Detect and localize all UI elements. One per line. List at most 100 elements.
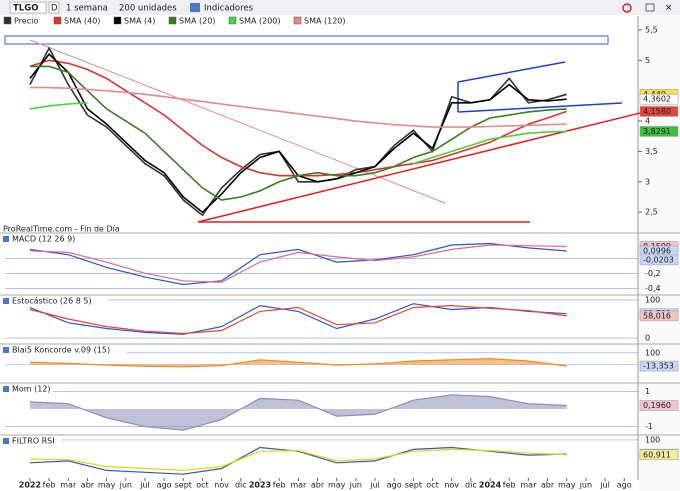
x-tick-label: mar — [60, 481, 77, 490]
close-icon[interactable]: ✕ — [665, 4, 672, 14]
x-tick-label: may — [328, 481, 346, 490]
x-tick-label: abr — [81, 481, 95, 490]
legend-swatch — [3, 16, 12, 25]
indicators[interactable]: Indicadores — [204, 4, 254, 14]
panel-title: Estocástico (26 8 5) — [12, 297, 92, 306]
symbol[interactable]: TLGO — [13, 4, 38, 14]
legend-swatch — [53, 16, 62, 25]
price-tag — [639, 400, 679, 411]
price-tag — [639, 254, 679, 266]
type-button[interactable]: D — [51, 4, 58, 14]
x-tick-label: 2024 — [479, 481, 502, 490]
price-tag-label: 4,1580 — [643, 107, 671, 116]
box-drawing — [4, 35, 609, 45]
channel-line — [457, 61, 566, 83]
x-tick-label: feb — [273, 481, 286, 490]
legend-swatch — [228, 16, 237, 25]
panel-title: FILTRO RSI — [12, 437, 55, 446]
x-tick-label: 2023 — [249, 481, 271, 490]
price-tag-label: -13,353 — [643, 362, 674, 371]
price-tag-label: 3,8291 — [643, 127, 671, 136]
x-tick-label: oct — [426, 481, 438, 490]
panel-icon — [3, 438, 9, 444]
x-tick-label: jun — [119, 481, 132, 490]
series-line — [29, 358, 567, 368]
drawings — [4, 35, 641, 223]
x-tick-label: jun — [579, 481, 592, 490]
panel-title: Mom (12) — [12, 385, 51, 394]
price-tag-label: 60,911 — [643, 450, 671, 459]
series-line — [29, 244, 567, 283]
panel-title-bg — [2, 345, 127, 355]
x-tick-label: ago — [157, 481, 172, 490]
legend-label: SMA (4) — [124, 17, 155, 26]
x-tick-label: dic — [235, 481, 247, 490]
series-line — [29, 394, 567, 431]
x-tick-label: dic — [465, 481, 477, 490]
y-tick-label: 100 — [645, 435, 660, 444]
period[interactable]: 1 semana — [66, 4, 108, 14]
toolbar: TLGO D 1 semana 200 unidades Indicadores… — [0, 0, 680, 15]
x-tick-label: mar — [290, 481, 307, 490]
price-tag — [639, 126, 679, 137]
panel-title-bg — [2, 234, 81, 244]
x-tick-label: jul — [599, 481, 610, 490]
panel-title-bg — [2, 384, 53, 394]
price-tag-label: 58,016 — [643, 311, 671, 320]
x-tick-label: jul — [139, 481, 150, 490]
indicators-icon[interactable] — [190, 3, 200, 12]
series-line — [29, 303, 567, 335]
units[interactable]: 200 unidades — [119, 4, 177, 14]
panel-icon — [3, 298, 9, 304]
legend-label: SMA (40) — [64, 17, 100, 26]
series-line — [29, 65, 567, 201]
x-tick-label: oct — [196, 481, 208, 490]
legend-label: Precio — [14, 17, 38, 26]
y-tick-label: -0,2 — [645, 269, 661, 278]
symbol-box[interactable] — [9, 1, 47, 14]
x-tick-label: abr — [541, 481, 555, 490]
window-icon[interactable] — [645, 3, 655, 12]
y-tick-label: -1 — [645, 422, 653, 431]
legend-label: SMA (120) — [304, 17, 346, 26]
panel-title-bg — [2, 436, 62, 446]
x-tick-label: sept — [405, 481, 422, 490]
x-tick-label: nov — [214, 481, 229, 490]
toolbar-bg — [0, 0, 680, 15]
price-tag — [639, 360, 679, 372]
legend-label: SMA (20) — [179, 17, 215, 26]
price-tag — [639, 310, 679, 322]
panel-icon — [3, 236, 9, 242]
panel-icon — [3, 347, 9, 353]
refresh-icon[interactable] — [622, 3, 632, 13]
trend-line — [29, 39, 446, 204]
price-tag-label: -0,0203 — [643, 255, 674, 264]
legend-swatch — [168, 16, 177, 25]
x-tick-label: may — [558, 481, 576, 490]
panel-title: Blai5 Koncorde v.09 (15) — [12, 346, 110, 355]
x-tick-label: ago — [387, 481, 402, 490]
source-note: ProRealTime.com - Fin de Día — [3, 225, 120, 234]
series-area — [29, 394, 567, 431]
price-tag-label: 4,3602 — [643, 95, 671, 104]
x-tick-label: nov — [444, 481, 459, 490]
panel-title: MACD (12 26 9) — [12, 235, 75, 244]
x-tick-label: ago — [617, 481, 632, 490]
x-tick-label: feb — [503, 481, 516, 490]
y-tick-label: 4 — [645, 117, 650, 126]
type-box[interactable] — [48, 1, 60, 14]
x-tick-label: sept — [175, 481, 192, 490]
x-tick-label: mar — [520, 481, 537, 490]
legend-swatch — [113, 16, 122, 25]
panel-title-bg — [2, 296, 108, 306]
price-tag — [639, 93, 679, 105]
price-tag-label: 0,1960 — [643, 401, 671, 410]
y-tick-label: 5,5 — [645, 25, 658, 34]
x-tick-label: feb — [43, 481, 56, 490]
x-tick-label: 2022 — [19, 481, 41, 490]
series-line — [29, 304, 567, 335]
y-tick-label: 100 — [645, 348, 660, 357]
y-tick-label: 0 — [645, 334, 650, 343]
